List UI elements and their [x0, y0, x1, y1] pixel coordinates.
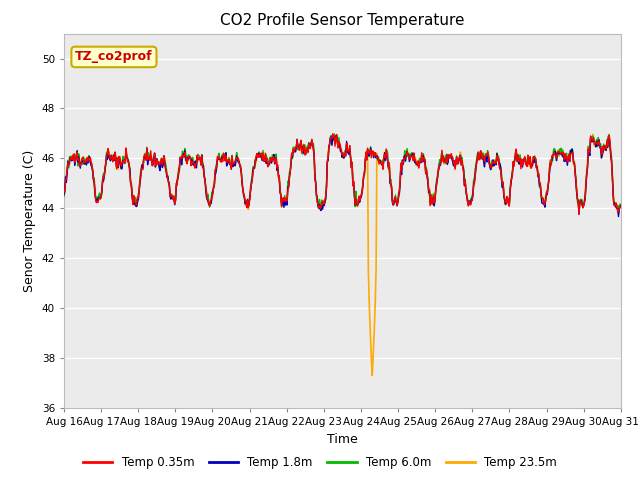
Temp 0.35m [617, 204, 625, 210]
Temp 0.35m [127, 183, 135, 189]
Temp 0.35m [329, 131, 337, 137]
Temp 23.5m [214, 156, 221, 162]
Temp 23.5m [70, 152, 78, 157]
Title: CO2 Profile Sensor Temperature: CO2 Profile Sensor Temperature [220, 13, 465, 28]
Temp 1.8m [214, 157, 221, 163]
Temp 1.8m [60, 192, 68, 197]
Temp 6.0m [614, 210, 622, 216]
Temp 6.0m [330, 131, 338, 137]
Temp 23.5m [411, 157, 419, 163]
Temp 6.0m [428, 192, 435, 197]
Temp 1.8m [614, 214, 622, 219]
Temp 6.0m [70, 154, 78, 159]
Line: Temp 0.35m: Temp 0.35m [64, 134, 621, 215]
Temp 23.5m [369, 372, 376, 378]
Temp 23.5m [428, 194, 435, 200]
Temp 1.8m [127, 183, 135, 189]
Temp 6.0m [617, 202, 625, 207]
Temp 0.35m [575, 212, 583, 217]
Temp 0.35m [411, 156, 419, 162]
Temp 6.0m [214, 157, 221, 163]
Y-axis label: Senor Temperature (C): Senor Temperature (C) [23, 150, 36, 292]
Temp 0.35m [184, 155, 192, 160]
Temp 1.8m [329, 132, 337, 138]
Temp 23.5m [589, 132, 596, 137]
X-axis label: Time: Time [327, 432, 358, 445]
Temp 0.35m [60, 190, 68, 195]
Temp 1.8m [428, 195, 435, 201]
Temp 23.5m [617, 203, 625, 209]
Legend: Temp 0.35m, Temp 1.8m, Temp 6.0m, Temp 23.5m: Temp 0.35m, Temp 1.8m, Temp 6.0m, Temp 2… [78, 452, 562, 474]
Temp 0.35m [214, 154, 221, 160]
Temp 1.8m [70, 155, 78, 161]
Temp 6.0m [127, 181, 135, 187]
Temp 0.35m [70, 151, 78, 156]
Temp 1.8m [184, 157, 192, 163]
Line: Temp 23.5m: Temp 23.5m [64, 134, 621, 375]
Temp 23.5m [127, 183, 135, 189]
Temp 23.5m [184, 157, 192, 163]
Text: TZ_co2prof: TZ_co2prof [75, 50, 153, 63]
Temp 1.8m [617, 203, 625, 209]
Line: Temp 6.0m: Temp 6.0m [64, 134, 621, 213]
Temp 6.0m [184, 157, 192, 163]
Temp 23.5m [60, 193, 68, 199]
Line: Temp 1.8m: Temp 1.8m [64, 135, 621, 216]
Temp 6.0m [411, 158, 419, 164]
Temp 0.35m [428, 193, 435, 199]
Temp 1.8m [411, 160, 419, 166]
Temp 6.0m [60, 194, 68, 200]
